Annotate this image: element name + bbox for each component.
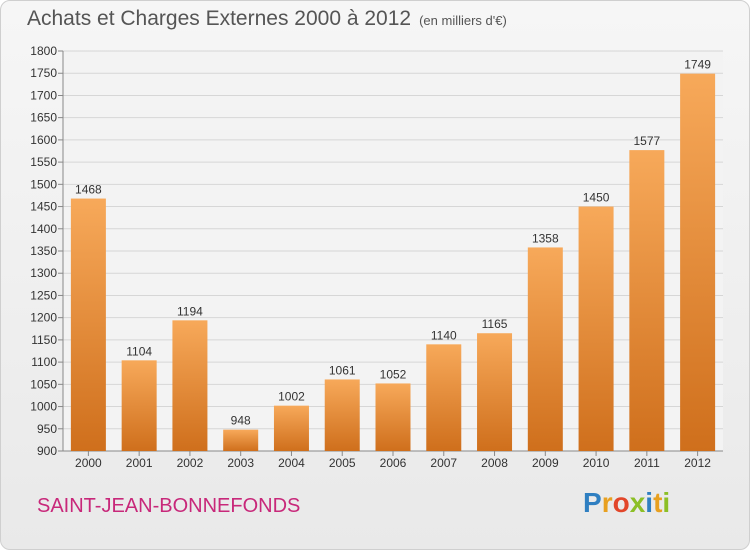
bar [172, 320, 208, 451]
x-tick-label: 2010 [583, 456, 610, 470]
x-tick-label: 2001 [126, 456, 153, 470]
logo-letter: r [601, 487, 613, 518]
y-tick-label: 900 [37, 444, 57, 458]
y-tick-label: 1150 [31, 333, 57, 347]
y-tick-label: 1700 [30, 88, 57, 102]
bar [375, 383, 411, 451]
y-tick-label: 1300 [30, 266, 57, 280]
commune-name: SAINT-JEAN-BONNEFONDS [37, 495, 301, 517]
bar [477, 333, 513, 451]
chart-title-text: Achats et Charges Externes 2000 à 2012 [27, 7, 412, 30]
x-tick-label: 2004 [278, 456, 305, 470]
x-tick-label: 2006 [380, 456, 407, 470]
y-tick-label: 1200 [30, 311, 57, 325]
bar [527, 247, 563, 451]
y-tick-label: 950 [37, 422, 57, 436]
proxiti-logo: Proxiti [583, 487, 670, 519]
bar [629, 150, 665, 451]
y-tick-label: 1750 [30, 66, 57, 80]
bar-value-label: 1450 [583, 191, 610, 205]
logo-letter: x [629, 487, 646, 518]
bar [223, 429, 259, 451]
bar [70, 198, 106, 451]
bar [273, 405, 309, 451]
bar [324, 379, 360, 451]
x-tick-label: 2011 [634, 456, 660, 470]
y-tick-label: 1000 [30, 400, 57, 414]
y-tick-label: 1400 [30, 222, 57, 236]
bar-value-label: 1002 [278, 390, 305, 404]
y-tick-label: 1450 [30, 200, 57, 214]
y-tick-label: 1550 [30, 155, 57, 169]
logo-letter: t [653, 487, 663, 518]
chart-subtitle: (en milliers d'€) [419, 13, 507, 28]
x-tick-label: 2003 [227, 456, 254, 470]
y-tick-label: 1100 [31, 355, 57, 369]
x-tick-label: 2002 [177, 456, 204, 470]
y-tick-label: 1650 [30, 111, 57, 125]
logo-letter: i [645, 487, 654, 518]
y-tick-label: 1500 [30, 177, 57, 191]
x-tick-label: 2009 [532, 456, 559, 470]
bar-value-label: 1061 [329, 363, 356, 377]
bar-value-label: 1104 [126, 344, 152, 358]
x-tick-label: 2005 [329, 456, 356, 470]
x-tick-label: 2007 [430, 456, 457, 470]
bar-value-label: 1577 [633, 134, 660, 148]
y-tick-label: 1800 [30, 44, 57, 58]
bar-value-label: 1194 [177, 304, 203, 318]
logo-letter: i [662, 487, 671, 518]
y-tick-label: 1250 [30, 288, 57, 302]
logo-letter: P [583, 487, 602, 518]
x-tick-label: 2008 [481, 456, 508, 470]
bar-value-label: 1749 [684, 58, 711, 72]
bar-value-label: 1140 [431, 328, 457, 342]
bar [680, 73, 716, 452]
y-tick-label: 1050 [30, 377, 57, 391]
chart-title: Achats et Charges Externes 2000 à 2012 (e… [27, 7, 507, 31]
bar-value-label: 1052 [380, 367, 407, 381]
bar-value-label: 1468 [75, 183, 102, 197]
x-tick-label: 2000 [75, 456, 102, 470]
bar [578, 206, 614, 451]
bar-value-label: 1165 [482, 317, 508, 331]
logo-letter: o [612, 487, 630, 518]
bar-value-label: 948 [231, 414, 251, 428]
x-tick-label: 2012 [684, 456, 711, 470]
bar [121, 360, 157, 451]
bar-value-label: 1358 [532, 231, 559, 245]
bar [426, 344, 462, 451]
y-tick-label: 1600 [30, 133, 57, 147]
y-tick-label: 1350 [30, 244, 57, 258]
